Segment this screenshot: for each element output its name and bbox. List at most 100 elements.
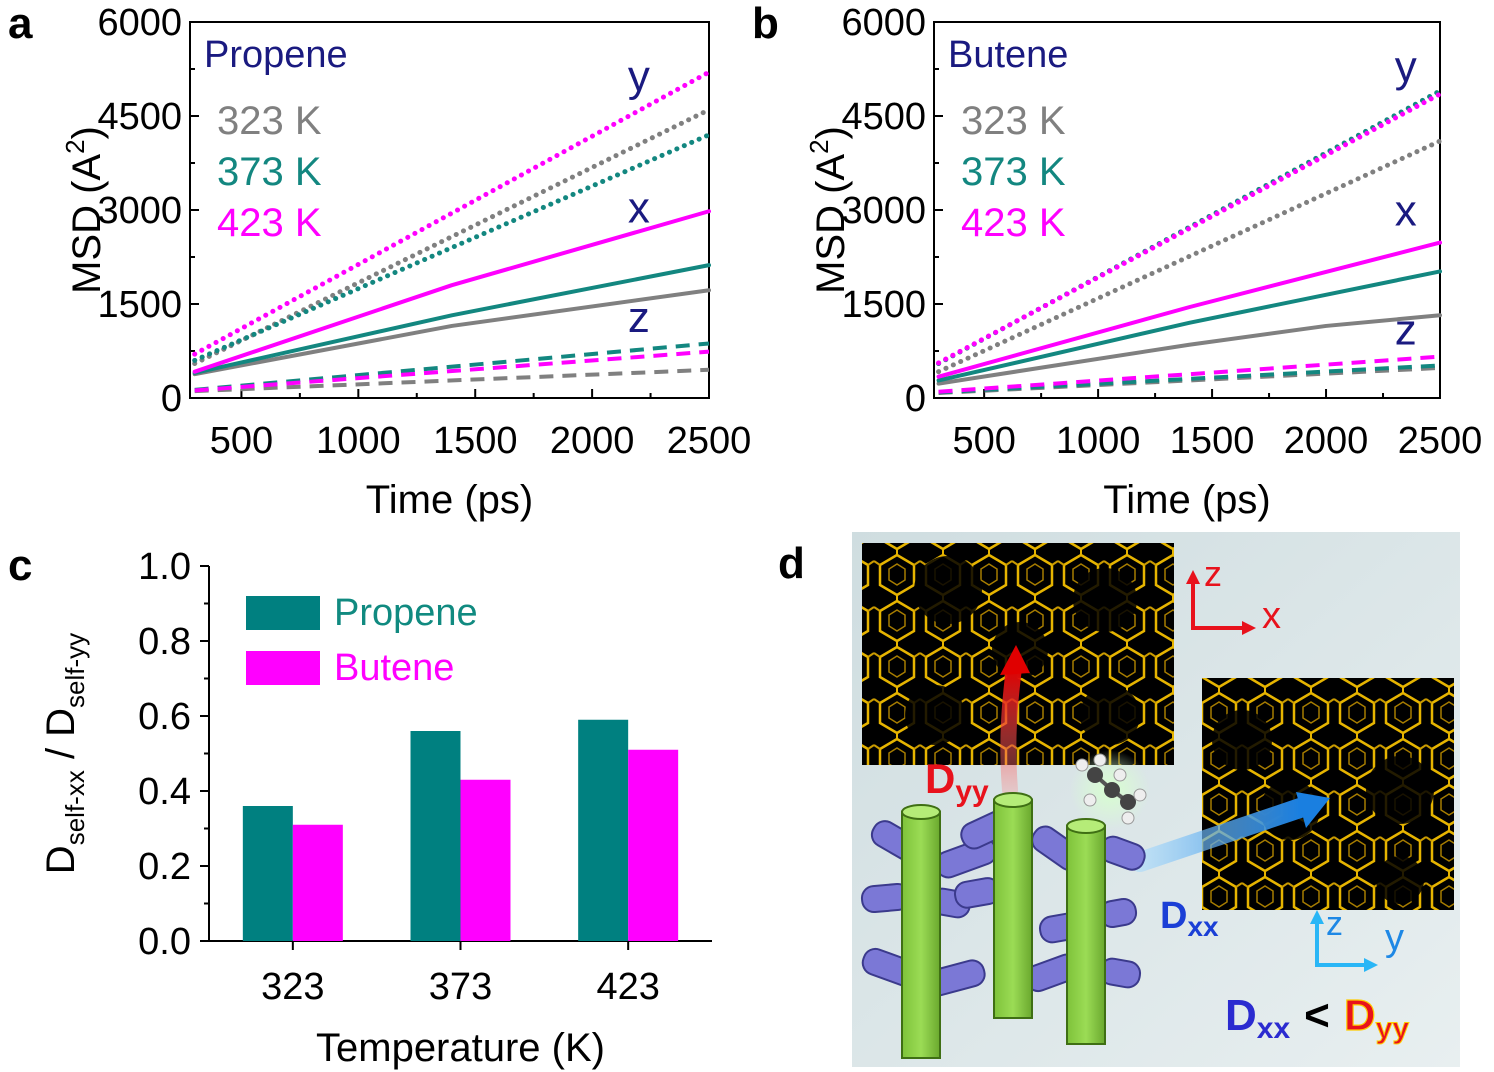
bar-butene-373 [460,779,511,941]
axis-z-bottom: z [1326,905,1343,943]
x-tick-label: 2500 [1398,420,1483,462]
x-axis-label: Time (ps) [366,478,533,522]
panel-label-b: b [752,0,779,48]
series-line-323k-z [194,367,710,394]
legend-title: Butene [948,34,1068,76]
direction-label: y [1395,43,1417,92]
chart-b: 0 1500 3000 4500 6000 500 1000 1500 2000 2500 Time… [804,2,1482,522]
series-line-323k-z [938,365,1441,395]
series-line-373k-x [192,263,711,375]
series-line-373k-y [192,132,712,363]
y-tick-label: 6000 [97,2,182,44]
y-tick-label: 0.4 [138,771,191,813]
dyy-label: Dyy [925,755,989,808]
dxx-arrow [1130,792,1330,872]
legend-swatch-propene [246,596,320,630]
bar-propene-323 [242,806,293,941]
series-line-423k-x [936,240,1442,379]
pore [1080,685,1140,745]
legend-title: Propene [204,34,348,76]
series-line-323k-x [936,313,1442,386]
x-axis-label: Temperature (K) [316,1026,605,1070]
bar-butene-323 [292,824,343,941]
axis-x-top: x [1262,595,1281,637]
y-tick-label: 0.8 [138,621,191,663]
dyy-arrow [1000,645,1030,798]
y-axis-label: MSD (A2) [60,126,109,294]
series-line-423k-z [194,349,710,393]
x-tick-label: 2500 [667,420,752,462]
pore [914,556,982,624]
direction-label: x [628,184,650,233]
x-tick-label: 2000 [1284,420,1369,462]
series-line-423k-y [936,91,1443,366]
pore [1366,756,1434,824]
y-tick-label: 1.0 [138,546,191,588]
direction-label: z [628,293,650,342]
direction-label: x [1395,187,1417,236]
y-tick-label: 3000 [841,190,926,232]
x-axis-label: Time (ps) [1103,478,1270,522]
legend-entry: 323 K [217,99,322,143]
series-line-423k-z [938,354,1441,394]
axis-y-bottom: y [1385,917,1404,959]
series-line-323k-y [936,138,1443,375]
dxx-label: Dxx [1160,895,1219,942]
molecule-icon [1070,750,1150,830]
series-line-423k-y [192,69,712,357]
diagram-d: z x z y Dyy Dxx [852,532,1460,1067]
chart-c: 0.0 0.2 0.4 0.6 0.8 1.0 323 373 423 Temperature (… [39,546,712,1070]
direction-label: y [628,52,650,101]
legend-entry: Propene [334,592,478,634]
legend-entry: 423 K [961,201,1066,245]
x-tick-label: 500 [952,420,1015,462]
legend-entry: Butene [334,647,454,689]
y-tick-label: 3000 [97,190,182,232]
legend-entry: 323 K [961,99,1066,143]
bar-propene-373 [410,731,461,941]
axes-zx-indicator: z x [1186,553,1281,637]
y-tick-label: 0.2 [138,846,191,888]
y-tick-label: 0.6 [138,696,191,738]
pore [1073,568,1137,632]
panel-label-a: a [8,0,33,48]
axis-z-top: z [1204,553,1222,594]
pore [1212,710,1272,770]
series-line-423k-x [192,209,711,374]
x-tick-label: 323 [261,966,324,1008]
pore [1376,856,1424,904]
y-tick-label: 4500 [97,96,182,138]
x-tick-label: 1500 [1170,420,1255,462]
x-tick-label: 1000 [1056,420,1141,462]
bar-butene-423 [628,749,679,941]
series-line-323k-x [192,288,711,377]
y-tick-label: 1500 [841,284,926,326]
main-channels [901,792,1106,1059]
relation-text: Dxx < Dyy [1225,991,1409,1045]
series-line-373k-x [936,269,1442,383]
y-tick-label: 0 [905,378,926,420]
bar-propene-423 [578,719,629,941]
x-tick-label: 1000 [316,420,401,462]
legend-entry: 373 K [217,150,322,194]
pore [905,685,965,745]
direction-label: z [1395,306,1417,355]
legend-entry: 373 K [961,150,1066,194]
series-line-323k-y [192,107,712,367]
y-tick-label: 4500 [841,96,926,138]
x-tick-label: 500 [210,420,273,462]
series-line-373k-z [938,363,1441,395]
chart-a: 0 1500 3000 4500 6000 500 1000 1500 2000 2500 Time… [60,2,751,522]
x-tick-label: 1500 [433,420,518,462]
y-axis-label: MSD (A2) [804,126,853,294]
legend-entry: 423 K [217,201,322,245]
legend-swatch-butene [246,651,320,685]
y-tick-label: 1500 [97,284,182,326]
x-tick-label: 423 [596,966,659,1008]
panel-label-d: d [778,539,805,588]
y-axis-label: Dself-xx / Dself-yy [39,633,90,874]
panel-label-c: c [8,541,32,590]
series-line-373k-z [194,341,710,392]
x-tick-label: 2000 [550,420,635,462]
